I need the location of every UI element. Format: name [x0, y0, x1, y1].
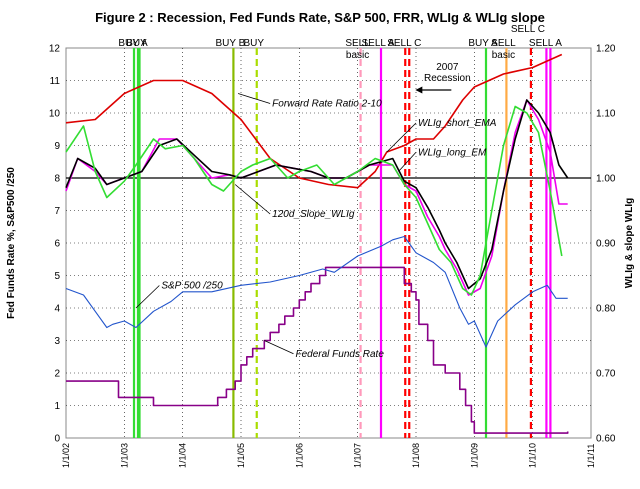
signal-label: SELL A [529, 38, 562, 49]
annotation-leader [386, 122, 417, 153]
annotation-leader [135, 285, 160, 309]
y-tick-left: 10 [49, 109, 61, 120]
series-line [66, 266, 569, 434]
x-tick-label: 1/1/09 [469, 443, 479, 468]
y-tick-right: 1.20 [596, 44, 616, 55]
series-annotation: Federal Funds Rate [296, 349, 385, 360]
x-tick-label: 1/1/07 [353, 443, 363, 468]
x-tick-label: 1/1/10 [528, 443, 538, 468]
signal-label: SELL [491, 38, 516, 49]
chart-title: Figure 2 : Recession, Fed Funds Rate, S&… [95, 10, 545, 25]
x-tick-label: 1/1/06 [294, 443, 304, 468]
y-tick-left: 4 [54, 304, 60, 315]
series-annotation: S&P 500 /250 [161, 281, 223, 292]
signal-label: basic [346, 50, 369, 61]
y-tick-right: 0.60 [596, 434, 616, 445]
series-annotation: Forward Rate Ratio 2-10 [272, 99, 382, 110]
y-tick-left: 9 [54, 141, 60, 152]
y-tick-left: 8 [54, 174, 60, 185]
x-tick-label: 1/1/08 [411, 443, 421, 468]
y-tick-left: 1 [54, 401, 60, 412]
signal-label: SELL C [387, 38, 421, 49]
recession-label: Recession [424, 73, 471, 84]
x-tick-label: 1/1/04 [178, 443, 188, 468]
recession-label: 2007 [436, 62, 459, 73]
y-axis-label-left: Fed Funds Rate %, S&P500 /250 [6, 167, 17, 319]
y-tick-left: 12 [49, 44, 61, 55]
series-line [65, 99, 569, 290]
signal-label: basic [492, 50, 515, 61]
series-annotation: WLIg_short_EMA [418, 118, 497, 129]
annotation-leader [264, 340, 294, 355]
y-tick-right: 0.80 [596, 304, 616, 315]
recession-arrowhead [415, 86, 423, 94]
series-lines [65, 53, 569, 434]
y-tick-right: 1.00 [596, 174, 616, 185]
x-tick-label: 1/1/11 [586, 444, 596, 468]
axes: 01234567891011120.600.700.800.901.001.10… [49, 44, 616, 469]
series-line [65, 105, 563, 296]
y-tick-left: 5 [54, 271, 60, 282]
series-annotation: 120d_Slope_WLIg [272, 209, 355, 220]
series-annotation: WLIg_long_EM [418, 147, 487, 158]
y-tick-left: 11 [50, 76, 61, 87]
signal-label: BUY [243, 38, 264, 49]
y-axis-label-right: WLIg & slope WLIg [624, 198, 635, 289]
y-tick-left: 2 [54, 369, 60, 380]
plot-area [65, 47, 592, 439]
y-tick-left: 7 [54, 206, 60, 217]
signal-label: BUY A [468, 38, 498, 49]
x-tick-label: 1/1/02 [61, 443, 71, 468]
signal-label: SELL [345, 38, 370, 49]
annotation-leader [234, 184, 271, 215]
annotation-leader [237, 93, 271, 104]
series-line [65, 53, 563, 189]
signal-label: BUY A [118, 38, 148, 49]
y-tick-left: 6 [54, 239, 60, 250]
x-tick-label: 1/1/03 [119, 443, 129, 468]
y-tick-right: 1.10 [596, 109, 616, 120]
y-tick-right: 0.70 [596, 369, 616, 380]
signal-label: SELL A [362, 38, 395, 49]
signal-label: SELL C [511, 24, 545, 35]
y-tick-left: 3 [54, 336, 60, 347]
annotation-leader [398, 151, 417, 172]
signal-label: BUY [126, 38, 147, 49]
series-line [65, 235, 568, 348]
signal-label: BUY B [215, 38, 245, 49]
y-tick-right: 0.90 [596, 239, 616, 250]
y-tick-left: 0 [54, 434, 60, 445]
x-tick-label: 1/1/05 [236, 443, 246, 468]
